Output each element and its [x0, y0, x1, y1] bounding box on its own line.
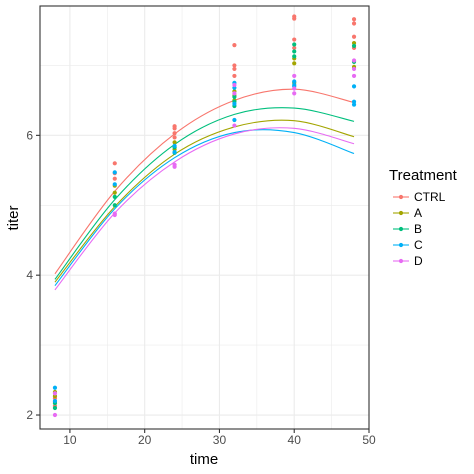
point-c — [351, 84, 357, 89]
legend-label-d: D — [414, 254, 423, 268]
point-c — [112, 182, 117, 187]
point-d — [292, 73, 297, 79]
y-tick-label: 4 — [26, 268, 33, 282]
fit-curve-a — [54, 119, 355, 283]
legend-key-point-c — [398, 242, 404, 248]
x-tick-label: 10 — [63, 433, 77, 447]
fitted-curves — [54, 88, 355, 291]
legend-key-point-a — [398, 210, 404, 216]
point-ctrl — [232, 63, 237, 68]
minor-gridlines — [40, 6, 369, 429]
point-b — [351, 43, 357, 48]
point-ctrl — [292, 16, 297, 21]
legend-key-point-b — [398, 226, 404, 232]
legend-label-ctrl: CTRL — [414, 190, 446, 204]
point-ctrl — [292, 45, 297, 51]
fit-curve-d — [54, 127, 355, 291]
point-b — [52, 405, 58, 411]
y-axis-title: titer — [5, 205, 22, 230]
point-ctrl — [112, 176, 117, 181]
point-c — [172, 143, 177, 148]
legend-key-point-ctrl — [398, 194, 404, 200]
point-c — [351, 102, 357, 107]
point-d — [351, 58, 357, 63]
point-c — [172, 150, 177, 155]
point-d — [172, 164, 177, 169]
point-ctrl — [172, 131, 177, 136]
point-d — [52, 391, 58, 396]
y-axis: 2 4 6 — [26, 128, 40, 422]
y-tick-label: 2 — [26, 408, 33, 422]
point-d — [232, 82, 237, 88]
x-tick-label: 40 — [288, 433, 302, 447]
point-a — [172, 140, 177, 145]
y-tick-label: 6 — [26, 128, 33, 142]
point-c — [232, 117, 237, 123]
point-b — [292, 42, 297, 47]
point-ctrl — [351, 34, 357, 39]
x-tick-label: 50 — [362, 433, 376, 447]
legend-title: Treatment — [389, 167, 458, 184]
point-c — [112, 170, 117, 175]
point-d — [112, 212, 117, 218]
x-axis: 10 20 30 40 50 — [63, 429, 376, 447]
fit-curve-c — [54, 129, 355, 287]
point-ctrl — [351, 17, 357, 22]
point-ctrl — [232, 66, 237, 72]
point-ctrl — [172, 126, 177, 131]
point-c — [52, 385, 58, 390]
point-d — [52, 412, 58, 418]
point-ctrl — [232, 73, 237, 79]
point-a — [292, 61, 297, 66]
legend-label-a: A — [414, 206, 422, 220]
point-d — [351, 73, 357, 79]
point-b — [292, 49, 297, 54]
point-b — [292, 54, 297, 59]
panel-background — [40, 6, 369, 429]
legend-label-c: C — [414, 238, 423, 252]
point-ctrl — [351, 21, 357, 26]
point-d — [351, 66, 357, 72]
panel-border — [39, 5, 370, 430]
point-ctrl — [172, 135, 177, 140]
point-d — [292, 86, 297, 91]
point-b — [112, 203, 117, 208]
point-ctrl — [232, 43, 237, 48]
data-points — [52, 14, 357, 418]
x-tick-label: 30 — [213, 433, 227, 447]
point-c — [52, 398, 58, 404]
point-ctrl — [292, 37, 297, 42]
point-ctrl — [112, 161, 117, 166]
point-b — [112, 194, 117, 199]
point-a — [112, 190, 117, 195]
point-c — [232, 101, 237, 106]
fit-curve-b — [54, 107, 355, 280]
point-d — [232, 123, 237, 128]
x-tick-label: 20 — [138, 433, 152, 447]
point-d — [292, 91, 297, 96]
point-c — [292, 79, 297, 84]
point-d — [232, 91, 237, 96]
point-b — [232, 94, 237, 99]
x-axis-title: time — [190, 451, 218, 468]
legend-label-b: B — [414, 222, 422, 236]
legend-key-point-d — [398, 258, 404, 264]
